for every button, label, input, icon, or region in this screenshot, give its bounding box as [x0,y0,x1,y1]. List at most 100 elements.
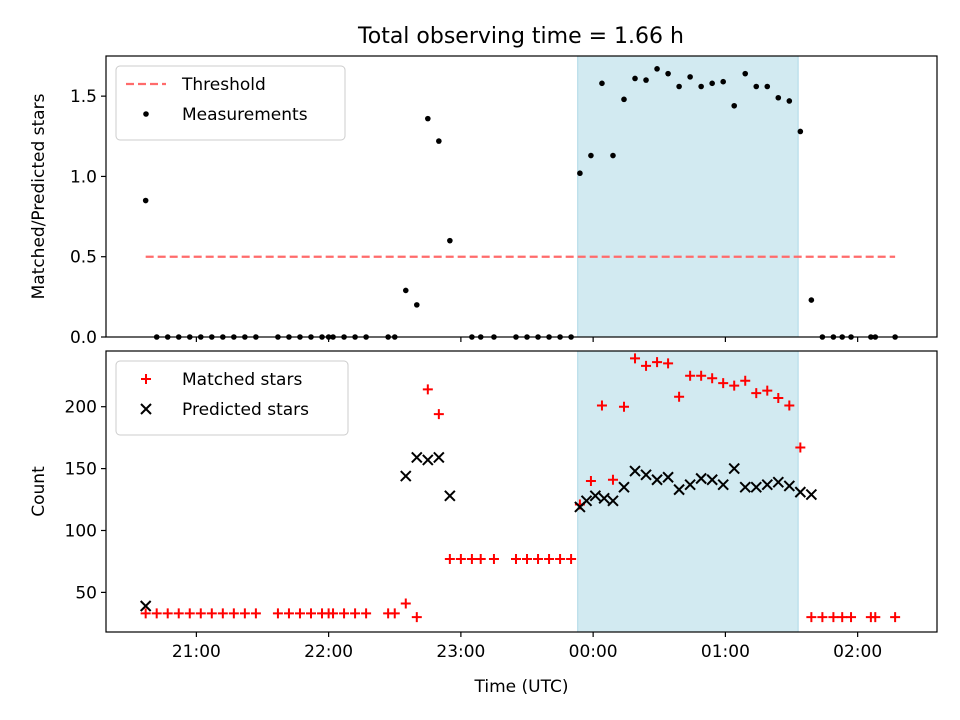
matched-stars-point [762,385,773,396]
predicted-stars-point [640,469,652,481]
matched-stars-point [817,612,828,623]
matched-stars-point [522,553,533,564]
y-tick-label: 50 [75,583,97,603]
predicted-stars-point [411,451,423,464]
predicted-stars-point [651,474,663,486]
observing-window-band [577,55,799,338]
measurement-point [665,70,671,77]
matched-stars-point [890,612,901,623]
y-tick-label: 1.0 [70,167,97,187]
measurement-point [709,80,715,87]
measurement-point [142,197,149,204]
axes-frame [105,350,938,633]
measurement-point [436,138,442,144]
y-tick-label: 1.5 [70,87,97,107]
y-axis-label: Matched/Predicted stars [29,93,49,299]
predicted-stars-point [444,490,456,502]
matched-stars-point [663,358,674,369]
matched-stars-point [773,393,784,404]
predicted-stars-point [618,481,630,493]
matched-stars-point [685,370,696,381]
y-tick-label: 0.5 [70,248,97,268]
measurement-point [402,287,409,294]
measurement-point [676,83,682,90]
matched-stars-point [400,598,411,609]
observing-window-band [577,350,799,633]
matched-stars-point [184,608,195,619]
matched-stars-point [151,608,162,619]
matched-stars-point [729,380,740,391]
measurement-point [413,302,420,308]
measurement-point [753,83,760,90]
y-tick-label: 100 [65,521,97,541]
measurement-point [425,115,431,122]
x-tick-label: 01:00 [701,642,750,662]
matched-stars-point [607,474,618,485]
legend-measurement-swatch [143,111,149,117]
predicted-stars-point [695,472,707,485]
legend-box [115,360,349,436]
predicted-stars-point [717,478,729,491]
measurement-point [797,128,804,135]
measurement-point [698,83,704,90]
matched-stars-point [870,612,881,623]
matched-stars-point [751,388,762,399]
matched-stars-point [488,553,499,564]
matched-stars-point [630,353,641,364]
matched-stars-point [328,608,339,619]
matched-stars-point [544,553,555,564]
legend-matched-swatch [141,374,151,384]
predicted-stars-point [629,465,641,477]
predicted-stars-point [673,483,685,496]
measurement-point [447,237,453,244]
legend-predicted-swatch [140,403,152,415]
y-axis-label: Count [29,466,49,517]
legend-entry-label: Measurements [182,105,308,125]
predicted-stars-point [580,495,593,507]
matched-stars-point [784,400,795,411]
predicted-stars-point [598,492,610,505]
measurement-point [786,98,793,104]
x-tick-label: 00:00 [569,642,618,662]
matched-stars-point [305,608,316,619]
matched-stars-point [283,608,294,619]
predicted-stars-point [589,490,602,502]
measurement-point [577,170,583,177]
y-tick-label: 0.0 [70,328,97,348]
bottom-panel-counts: 50 100 150 200 21:00 22:00 23:00 00:00 01:00 02:0… [29,350,938,697]
matched-stars-point [173,608,184,619]
legend: Matched stars Predicted stars [115,360,349,436]
matched-stars-point [806,612,817,623]
predicted-stars-point [706,474,718,486]
predicted-stars-point [607,495,619,507]
legend: Threshold Measurements [115,65,346,141]
x-axis-label: Time (UTC) [474,677,569,697]
measurement-point [610,152,616,159]
x-tick-label: 21:00 [172,642,221,662]
matched-stars-point [674,391,685,402]
y-tick-label: 200 [65,398,97,418]
matched-stars-point [140,608,151,619]
predicted-stars-point [139,600,152,612]
matched-stars-point [795,442,806,453]
legend-box [115,65,346,141]
matched-stars-point [718,378,729,389]
matched-stars-point [533,553,544,564]
matched-stars-point [389,608,400,619]
matched-stars-point [272,608,283,619]
matched-stars-point [696,370,707,381]
matched-stars-point [411,612,422,623]
x-tick-label: 23:00 [436,642,485,662]
predicted-stars-point [662,471,674,483]
measurement-point [599,80,605,87]
predicted-stars-point [728,462,740,475]
measurement-point [742,70,749,77]
measurement-point [687,74,693,80]
matched-stars-point [652,357,663,368]
predicted-stars-point [750,481,762,493]
predicted-stars-point [761,478,773,491]
matched-stars-point [433,409,444,420]
legend-entry-label: Matched stars [182,370,302,390]
measurement-point [731,102,738,109]
matched-stars-point [585,475,596,486]
